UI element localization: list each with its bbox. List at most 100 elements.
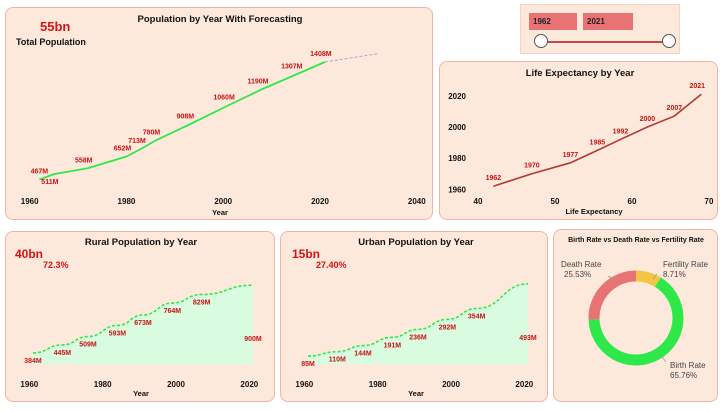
data-label: 713M [128,138,146,145]
x-tick-label: 2020 [240,380,258,389]
x-axis-label: Year [133,389,149,398]
data-label: 2000 [640,116,656,123]
urban-panel: 15bn 27.40% Urban Population by Year 1960… [280,231,548,402]
start-year-box[interactable]: 1962 [529,13,577,30]
population-chart: Population by Year With Forecasting 1960 1… [21,14,426,217]
y-tick-label: 1960 [448,185,466,194]
leader-line [607,275,619,282]
urban-percent: 27.40% [316,260,347,270]
x-tick-label: 2020 [311,197,329,206]
data-label: 1985 [590,139,606,146]
data-label: 445M [54,350,72,357]
x-tick-label: 1980 [94,380,112,389]
data-label: 900M [244,336,262,343]
population-panel: 55bn Total Population Population by Year… [5,7,433,220]
data-label: 1190M [247,78,268,85]
x-tick-label: 1960 [295,380,313,389]
chart-title: Life Expectancy by Year [526,68,635,79]
life-expectancy-chart: Life Expectancy by Year 40 50 60 70 1960 1980 2… [448,68,714,216]
x-axis-label: Year [212,208,228,217]
x-tick-label: 70 [705,197,714,206]
x-tick-label: 2000 [442,380,460,389]
area-fill [33,285,253,364]
data-label: 509M [79,342,97,349]
data-label: 2021 [690,83,706,90]
data-label: 1970 [524,163,540,170]
x-tick-label: 40 [474,197,483,206]
x-tick-label: 1980 [118,197,136,206]
data-label: 236M [409,334,427,341]
data-label: 144M [354,351,372,358]
life-expectancy-panel: Life Expectancy by Year 40 50 60 70 1960 1980 2… [439,61,718,220]
rates-panel: Birth Rate vs Death Rate vs Fertility Ra… [553,229,718,402]
data-label: 110M [329,357,346,364]
data-label: 1962 [486,175,502,182]
forecast-line [324,53,379,63]
end-year-box[interactable]: 2021 [583,13,633,30]
x-axis-label: Year [408,389,424,398]
x-axis-label: Life Expectancy [565,207,623,216]
rural-percent: 72.3% [43,260,69,270]
chart-title: Birth Rate vs Death Rate vs Fertility Ra… [568,237,704,244]
birth-rate-label: Birth Rate [670,361,706,370]
data-label: 2007 [667,105,683,112]
y-tick-label: 2000 [448,123,466,132]
y-tick-label: 1980 [448,154,466,163]
data-label: 1408M [310,51,332,58]
data-label: 1977 [563,152,579,159]
x-tick-label: 1980 [369,380,387,389]
data-label: 593M [109,330,127,337]
area-line [307,283,529,357]
slider-end-handle[interactable] [662,34,676,48]
data-label: 493M [519,335,537,342]
data-label: 558M [75,157,93,164]
data-label: 780M [143,130,161,137]
chart-title: Rural Population by Year [85,237,198,248]
data-label: 384M [24,358,42,365]
slider-start-handle[interactable] [534,34,548,48]
data-label: 511M [41,179,58,186]
slider-track [541,41,668,43]
x-tick-label: 50 [551,197,560,206]
total-population-label: Total Population [16,37,86,47]
x-tick-label: 1960 [20,380,38,389]
rural-chart: Rural Population by Year 1960 1980 2000 2020… [20,237,262,398]
rural-panel: 40bn 72.3% Rural Population by Year 1960 1… [5,231,275,402]
life-expectancy-line [493,93,702,187]
x-tick-label: 2000 [167,380,185,389]
year-slider-panel: 1962 2021 [520,4,680,54]
x-tick-label: 2040 [408,197,426,206]
population-line [39,61,326,181]
data-label: 764M [164,308,182,315]
data-label: 292M [439,324,457,331]
donut-slice-death-rate [588,270,637,320]
death-rate-label: Death Rate [561,260,602,269]
leader-line [652,273,658,280]
data-label: 652M [114,146,132,153]
chart-title: Urban Population by Year [358,237,474,248]
leader-line [659,353,667,363]
chart-title: Population by Year With Forecasting [138,14,303,25]
data-label: 85M [301,361,315,368]
x-tick-label: 1960 [21,197,39,206]
data-label: 829M [193,299,211,306]
rates-donut-chart: Birth Rate vs Death Rate vs Fertility Ra… [568,237,704,366]
urban-value: 15bn [292,247,321,261]
data-label: 1060M [213,95,235,102]
area-fill [308,283,528,364]
x-tick-label: 2020 [515,380,533,389]
urban-chart: Urban Population by Year 1960 1980 2000 2020… [295,237,537,398]
data-label: 673M [134,320,152,327]
donut-slice-fertility-rate [635,270,661,287]
data-label: 1992 [613,128,629,135]
y-tick-label: 2020 [448,92,466,101]
data-label: 1307M [281,64,303,71]
fertility-rate-pct: 8.71% [663,270,686,279]
data-label: 908M [177,114,195,121]
death-rate-pct: 25.53% [564,270,592,279]
x-tick-label: 60 [628,197,637,206]
data-label: 467M [31,169,49,176]
donut-slice-birth-rate [588,277,684,366]
data-label: 354M [468,313,486,320]
x-tick-label: 2000 [214,197,232,206]
